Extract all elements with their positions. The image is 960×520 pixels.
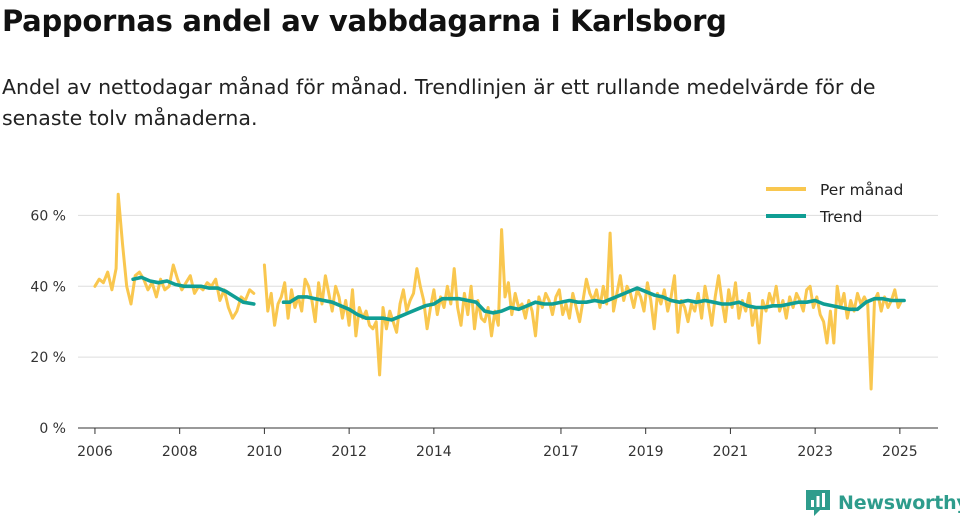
x-tick-label-2014: 2014 [416,444,452,460]
x-tick-label-2019: 2019 [628,444,664,460]
x-tick-label-2023: 2023 [797,444,833,460]
x-tick-label-2008: 2008 [162,444,198,460]
x-tick-label-2021: 2021 [713,444,749,460]
x-tick-label-2010: 2010 [247,444,283,460]
page-subtitle: Andel av nettodagar månad för månad. Tre… [2,75,876,130]
series-line-trend-segment-1 [131,275,256,306]
y-tick-label-40: 40 % [30,279,66,295]
legend-label-per-manad: Per månad [820,181,903,199]
newsworthy-logo-icon [806,490,830,516]
x-tick-label-2017: 2017 [543,444,579,460]
legend-label-trend: Trend [819,208,862,226]
legend: Per månad Trend [766,181,903,226]
series-line-trend-segment-2 [281,286,906,322]
page-title: Pappornas andel av vabbdagarna i Karlsbo… [2,4,727,38]
newsworthy-logo: Newsworthy [804,488,960,518]
series-lines [93,192,906,391]
y-tick-label-0: 0 % [39,421,66,437]
y-tick-label-60: 60 % [30,208,66,224]
newsworthy-logo-text: Newsworthy [838,492,960,514]
x-tick-label-2006: 2006 [77,444,113,460]
x-axis: 2006 2008 2010 2012 2014 2017 2019 2021 2023 2025 [77,428,918,460]
series-line-per-manad-segment-1 [93,192,256,320]
y-tick-label-20: 20 % [30,350,66,366]
y-axis: 0 % 20 % 40 % 60 % [30,208,66,437]
x-tick-label-2025: 2025 [882,444,918,460]
series-line-per-manad-segment-2 [262,228,904,391]
x-tick-label-2012: 2012 [331,444,367,460]
